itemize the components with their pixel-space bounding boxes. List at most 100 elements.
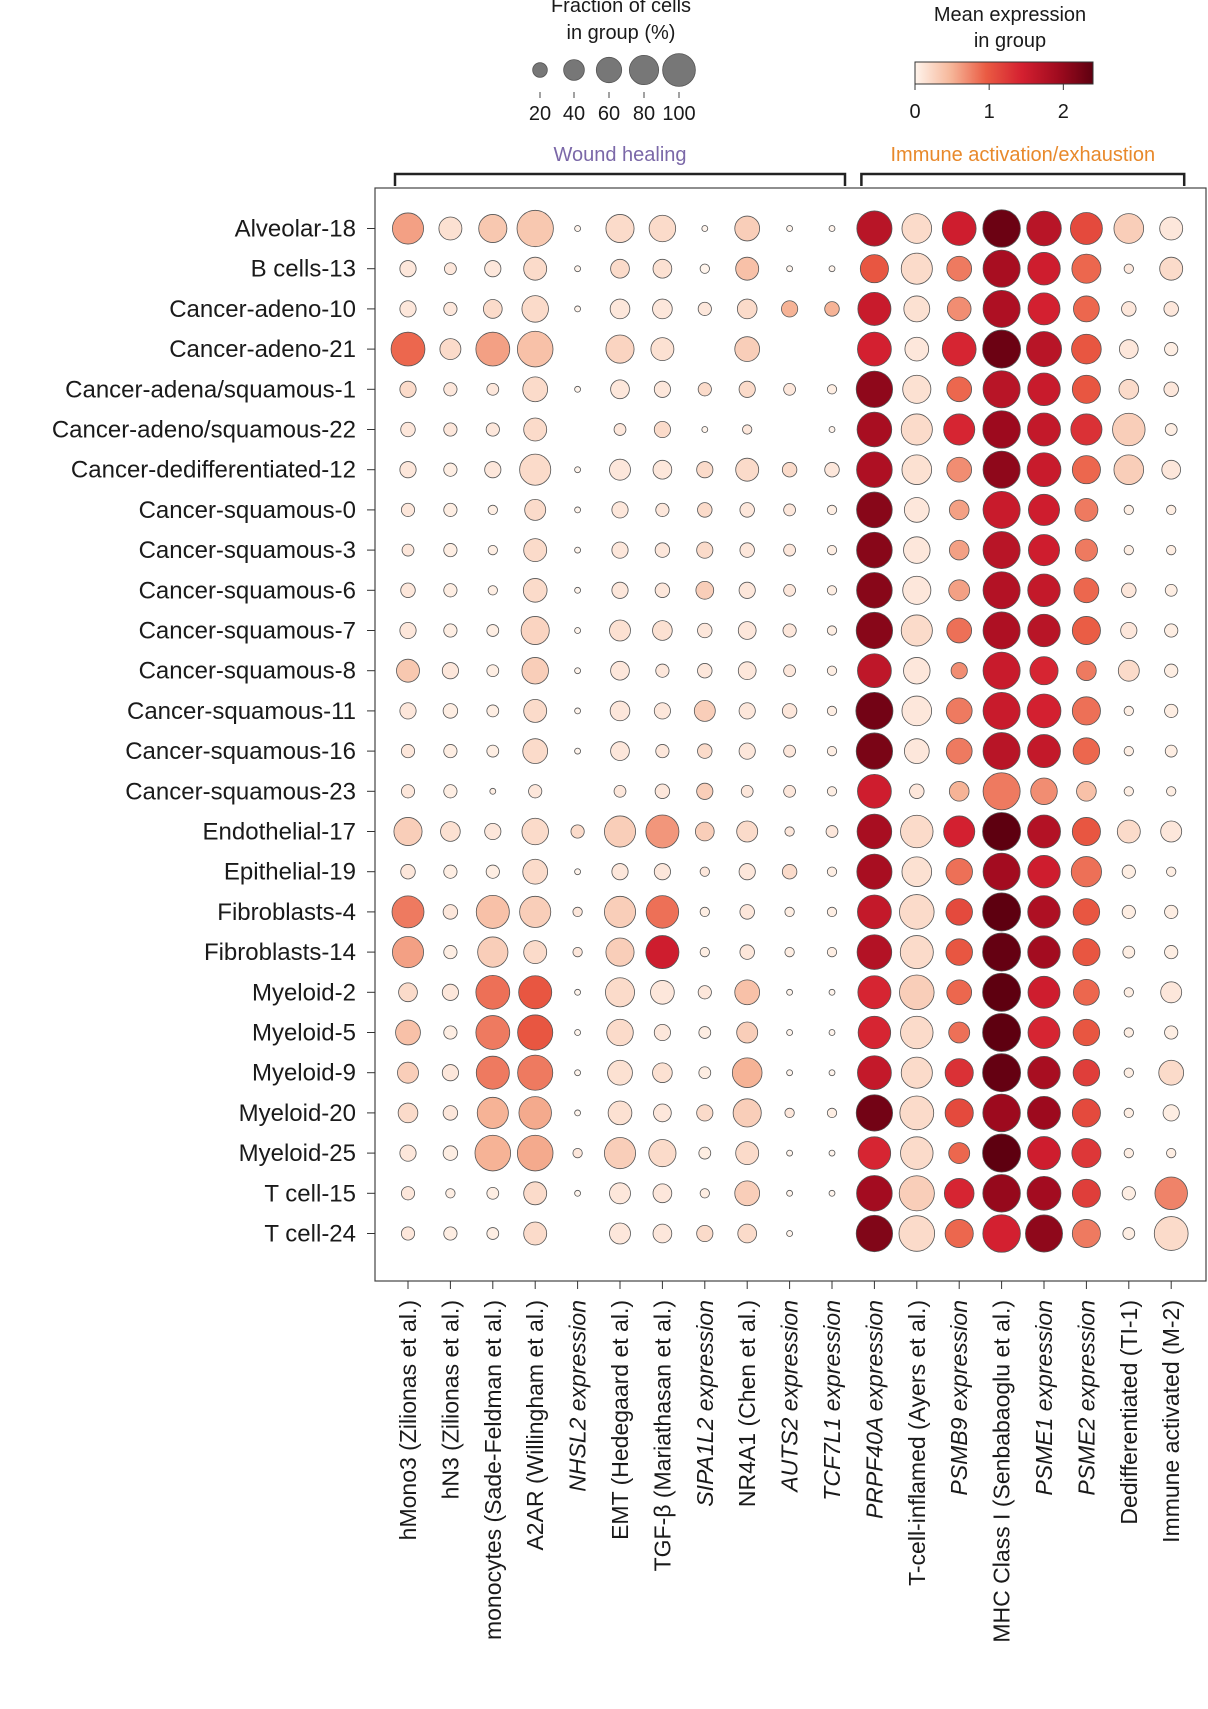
- dot: [1074, 497, 1099, 522]
- dot: [1123, 263, 1134, 274]
- dot: [982, 1013, 1022, 1052]
- dot: [1027, 975, 1061, 1009]
- dot: [826, 384, 838, 395]
- row-label: Myeloid-9: [252, 1060, 356, 1087]
- dot: [521, 295, 549, 323]
- dot: [739, 944, 755, 960]
- dot: [611, 501, 629, 519]
- dot: [856, 491, 893, 529]
- dot: [475, 974, 511, 1010]
- dot: [982, 289, 1021, 328]
- dot: [654, 542, 671, 558]
- dot: [475, 331, 511, 367]
- dot: [786, 265, 793, 273]
- dot: [652, 258, 673, 279]
- dot: [442, 1105, 459, 1121]
- dot: [1026, 452, 1062, 488]
- dot: [1071, 253, 1102, 284]
- dot: [859, 254, 889, 284]
- dot: [1027, 1095, 1061, 1130]
- dot: [652, 459, 673, 480]
- dot: [738, 581, 756, 599]
- dot: [982, 772, 1021, 811]
- dot: [826, 1107, 838, 1118]
- dot: [982, 329, 1022, 369]
- dot: [941, 211, 977, 246]
- dot: [523, 1181, 548, 1206]
- row-label: Cancer-adeno-21: [169, 336, 356, 363]
- dot: [476, 1096, 509, 1129]
- dot: [486, 1227, 500, 1240]
- dot: [574, 265, 581, 273]
- dot: [443, 301, 458, 316]
- dot: [855, 732, 893, 770]
- dot: [902, 374, 932, 404]
- dot: [699, 947, 710, 958]
- dot: [903, 536, 931, 564]
- dot: [945, 737, 973, 765]
- dot: [698, 1026, 712, 1039]
- dot: [609, 700, 631, 722]
- dot: [1076, 781, 1097, 802]
- dot: [855, 691, 894, 730]
- dot: [982, 1133, 1022, 1173]
- dot: [696, 461, 714, 479]
- dot: [781, 864, 798, 880]
- dot: [1071, 333, 1102, 365]
- dot: [1164, 904, 1179, 919]
- dot: [697, 663, 713, 679]
- dot: [1121, 1186, 1136, 1201]
- dot: [901, 695, 933, 727]
- color-legend-title-2: in group: [974, 30, 1046, 52]
- dot: [1123, 504, 1134, 515]
- dot: [519, 895, 552, 928]
- dot: [736, 1021, 759, 1044]
- dot: [574, 1069, 581, 1077]
- dot: [696, 782, 714, 800]
- dot: [824, 301, 840, 317]
- dot: [697, 502, 713, 518]
- dot: [783, 382, 796, 396]
- dot: [652, 298, 673, 320]
- dot: [786, 1230, 793, 1237]
- row-label: Cancer-adena/squamous-1: [65, 376, 356, 403]
- dot: [856, 572, 893, 609]
- dot: [1071, 1138, 1102, 1169]
- dot: [828, 1029, 836, 1036]
- dot: [900, 814, 934, 849]
- dot: [1027, 573, 1061, 607]
- dot: [899, 974, 935, 1011]
- dot: [399, 380, 417, 398]
- dot: [607, 1100, 633, 1126]
- dot: [516, 330, 554, 368]
- dot: [786, 225, 793, 232]
- dot: [443, 744, 458, 759]
- row-label: Cancer-squamous-16: [125, 738, 356, 765]
- dot: [605, 214, 635, 243]
- row-label: Cancer-squamous-7: [139, 618, 356, 645]
- dot: [1071, 455, 1101, 485]
- dot: [524, 498, 547, 521]
- dot: [441, 1064, 459, 1082]
- col-label: NR4A1 (Chen et al.): [734, 1300, 760, 1507]
- dot: [699, 263, 710, 274]
- dot: [946, 456, 973, 483]
- dot: [945, 858, 973, 886]
- dot: [1071, 1219, 1101, 1248]
- dot: [486, 704, 500, 718]
- dot: [1113, 213, 1145, 244]
- dot: [1072, 737, 1101, 765]
- dot: [1076, 660, 1097, 681]
- dot: [904, 336, 930, 362]
- dot: [610, 741, 630, 761]
- col-label: SIPA1L2 expression: [692, 1300, 718, 1507]
- row-label: Myeloid-25: [239, 1140, 356, 1167]
- dot: [653, 1103, 672, 1123]
- dot: [1164, 703, 1179, 718]
- color-legend-title-1: Mean expression: [934, 4, 1086, 26]
- dot: [1120, 621, 1138, 640]
- dot: [574, 506, 581, 514]
- dot: [982, 490, 1021, 529]
- dot: [653, 863, 671, 881]
